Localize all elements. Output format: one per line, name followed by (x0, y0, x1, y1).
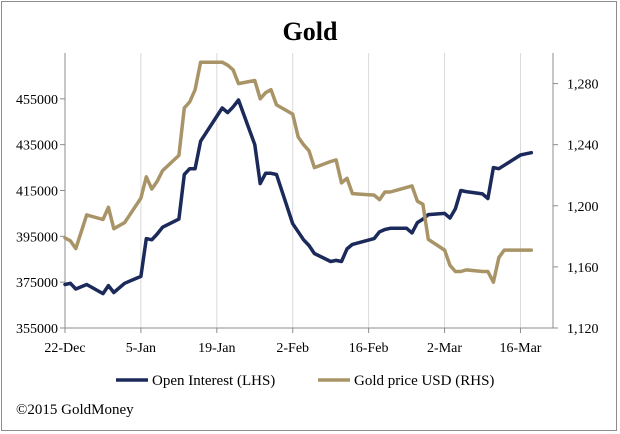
left-tick-label-4: 435000 (16, 139, 58, 154)
right-tick-label-0: 1,120 (567, 322, 599, 337)
x-tick-label-6: 16-Mar (499, 341, 541, 356)
left-axis-ticks: 355000 375000 395000 415000 435000 455000 (16, 93, 65, 337)
vertical-gridlines (64, 53, 521, 328)
right-tick-label-3: 1,240 (567, 139, 599, 154)
right-tick-label-4: 1,280 (567, 78, 599, 93)
x-tick-label-4: 16-Feb (349, 341, 389, 356)
gold-price-line (63, 60, 534, 284)
x-tick-label-5: 2-Mar (427, 341, 462, 356)
legend-label-open-interest: Open Interest (LHS) (152, 373, 275, 389)
right-tick-label-1: 1,160 (567, 261, 599, 276)
x-tick-label-1: 5-Jan (126, 341, 156, 356)
left-tick-label-2: 395000 (16, 230, 58, 245)
axes (64, 53, 554, 329)
open-interest-line (63, 98, 534, 296)
legend: Open Interest (LHS) Gold price USD (RHS) (116, 373, 494, 389)
right-axis-ticks: 1,120 1,160 1,200 1,240 1,280 (553, 78, 599, 337)
left-tick-label-0: 355000 (16, 322, 58, 337)
left-tick-label-3: 415000 (16, 185, 58, 200)
legend-label-gold-price: Gold price USD (RHS) (354, 373, 494, 389)
chart-title: Gold (283, 17, 338, 46)
left-tick-label-5: 455000 (16, 93, 58, 108)
x-tick-label-0: 22-Dec (44, 341, 85, 356)
x-tick-label-3: 2-Feb (276, 341, 309, 356)
right-tick-label-2: 1,200 (567, 200, 599, 215)
x-tick-label-2: 19-Jan (198, 341, 235, 356)
copyright-footer: ©2015 GoldMoney (16, 402, 134, 418)
x-axis-ticks: 22-Dec 5-Jan 19-Jan 2-Feb 16-Feb 2-Mar 16-Mar (44, 328, 542, 356)
left-tick-label-1: 375000 (16, 276, 58, 291)
series-lines (63, 60, 534, 296)
